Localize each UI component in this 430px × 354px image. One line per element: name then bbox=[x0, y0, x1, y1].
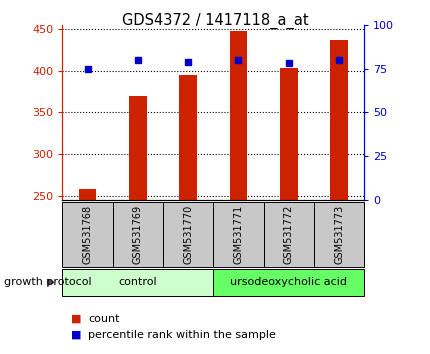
Bar bbox=[313, 202, 363, 267]
Bar bbox=[179, 75, 197, 200]
Text: ■: ■ bbox=[71, 314, 81, 324]
Text: count: count bbox=[88, 314, 120, 324]
Bar bbox=[229, 32, 247, 200]
Text: GSM531773: GSM531773 bbox=[333, 205, 343, 264]
Text: control: control bbox=[118, 277, 157, 287]
Bar bbox=[213, 269, 363, 296]
Bar bbox=[62, 269, 213, 296]
Bar bbox=[213, 202, 263, 267]
Bar bbox=[280, 68, 297, 200]
Bar bbox=[329, 40, 347, 200]
Text: GSM531772: GSM531772 bbox=[283, 205, 293, 264]
Text: growth protocol: growth protocol bbox=[4, 277, 92, 287]
Text: GSM531768: GSM531768 bbox=[83, 205, 92, 264]
Bar bbox=[163, 202, 213, 267]
Text: ■: ■ bbox=[71, 330, 81, 339]
Text: GSM531770: GSM531770 bbox=[183, 205, 193, 264]
Text: ursodeoxycholic acid: ursodeoxycholic acid bbox=[230, 277, 347, 287]
Bar bbox=[62, 202, 113, 267]
Bar bbox=[79, 189, 96, 200]
Text: GSM531769: GSM531769 bbox=[132, 205, 143, 264]
Bar bbox=[263, 202, 313, 267]
Text: percentile rank within the sample: percentile rank within the sample bbox=[88, 330, 276, 339]
Text: GSM531771: GSM531771 bbox=[233, 205, 243, 264]
Bar bbox=[113, 202, 163, 267]
Bar bbox=[129, 96, 146, 200]
Text: GDS4372 / 1417118_a_at: GDS4372 / 1417118_a_at bbox=[122, 12, 308, 29]
